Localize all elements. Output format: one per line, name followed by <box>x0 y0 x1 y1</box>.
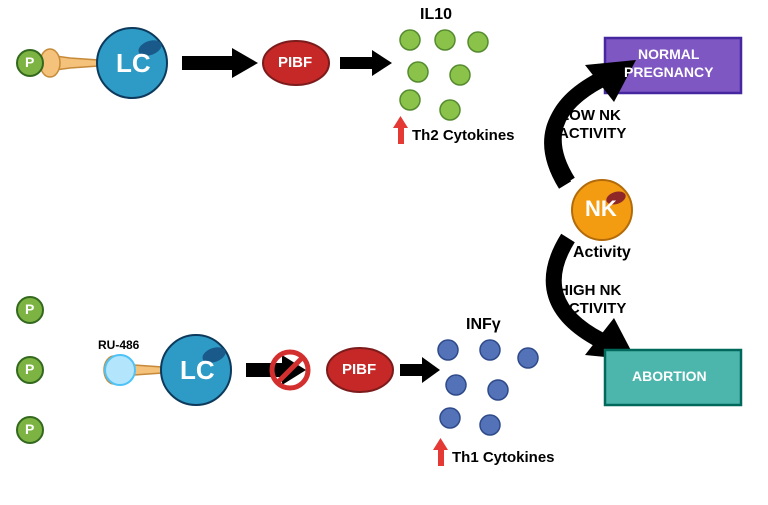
infg-cytokines <box>438 340 538 435</box>
normal-label2: PREGNANCY <box>624 64 713 80</box>
arrow-lc-pibf-top <box>182 48 258 78</box>
th1-label: Th1 Cytokines <box>452 449 555 466</box>
infg-label: INFγ <box>466 316 501 334</box>
nk-label: NK <box>585 196 617 222</box>
activity-label: Activity <box>573 244 631 262</box>
high-nk-label2: ACTIVITY <box>558 300 626 317</box>
lc-label-bottom: LC <box>180 355 215 386</box>
th2-up-arrow <box>393 116 408 144</box>
ru486-molecule <box>105 355 135 385</box>
abortion-label: ABORTION <box>632 368 707 384</box>
pibf-label-top: PIBF <box>278 54 312 71</box>
p-label-top: P <box>25 54 34 70</box>
il10-cytokines <box>400 30 488 120</box>
arrow-pibf-infg <box>400 357 440 383</box>
pibf-label-bottom: PIBF <box>342 361 376 378</box>
il10-label: IL10 <box>420 6 452 24</box>
p-label-b2: P <box>25 361 34 377</box>
p-label-b3: P <box>25 421 34 437</box>
th2-label: Th2 Cytokines <box>412 127 515 144</box>
ru486-label: RU-486 <box>98 338 139 352</box>
high-nk-label1: HIGH NK <box>558 282 621 299</box>
arrow-pibf-il10 <box>340 50 392 76</box>
normal-label1: NORMAL <box>638 46 699 62</box>
p-label-b1: P <box>25 301 34 317</box>
th1-up-arrow <box>433 438 448 466</box>
low-nk-label1: LOW NK <box>560 107 621 124</box>
lc-label-top: LC <box>116 48 151 79</box>
receptor-top <box>40 49 98 77</box>
low-nk-label2: ACTIVITY <box>558 125 626 142</box>
